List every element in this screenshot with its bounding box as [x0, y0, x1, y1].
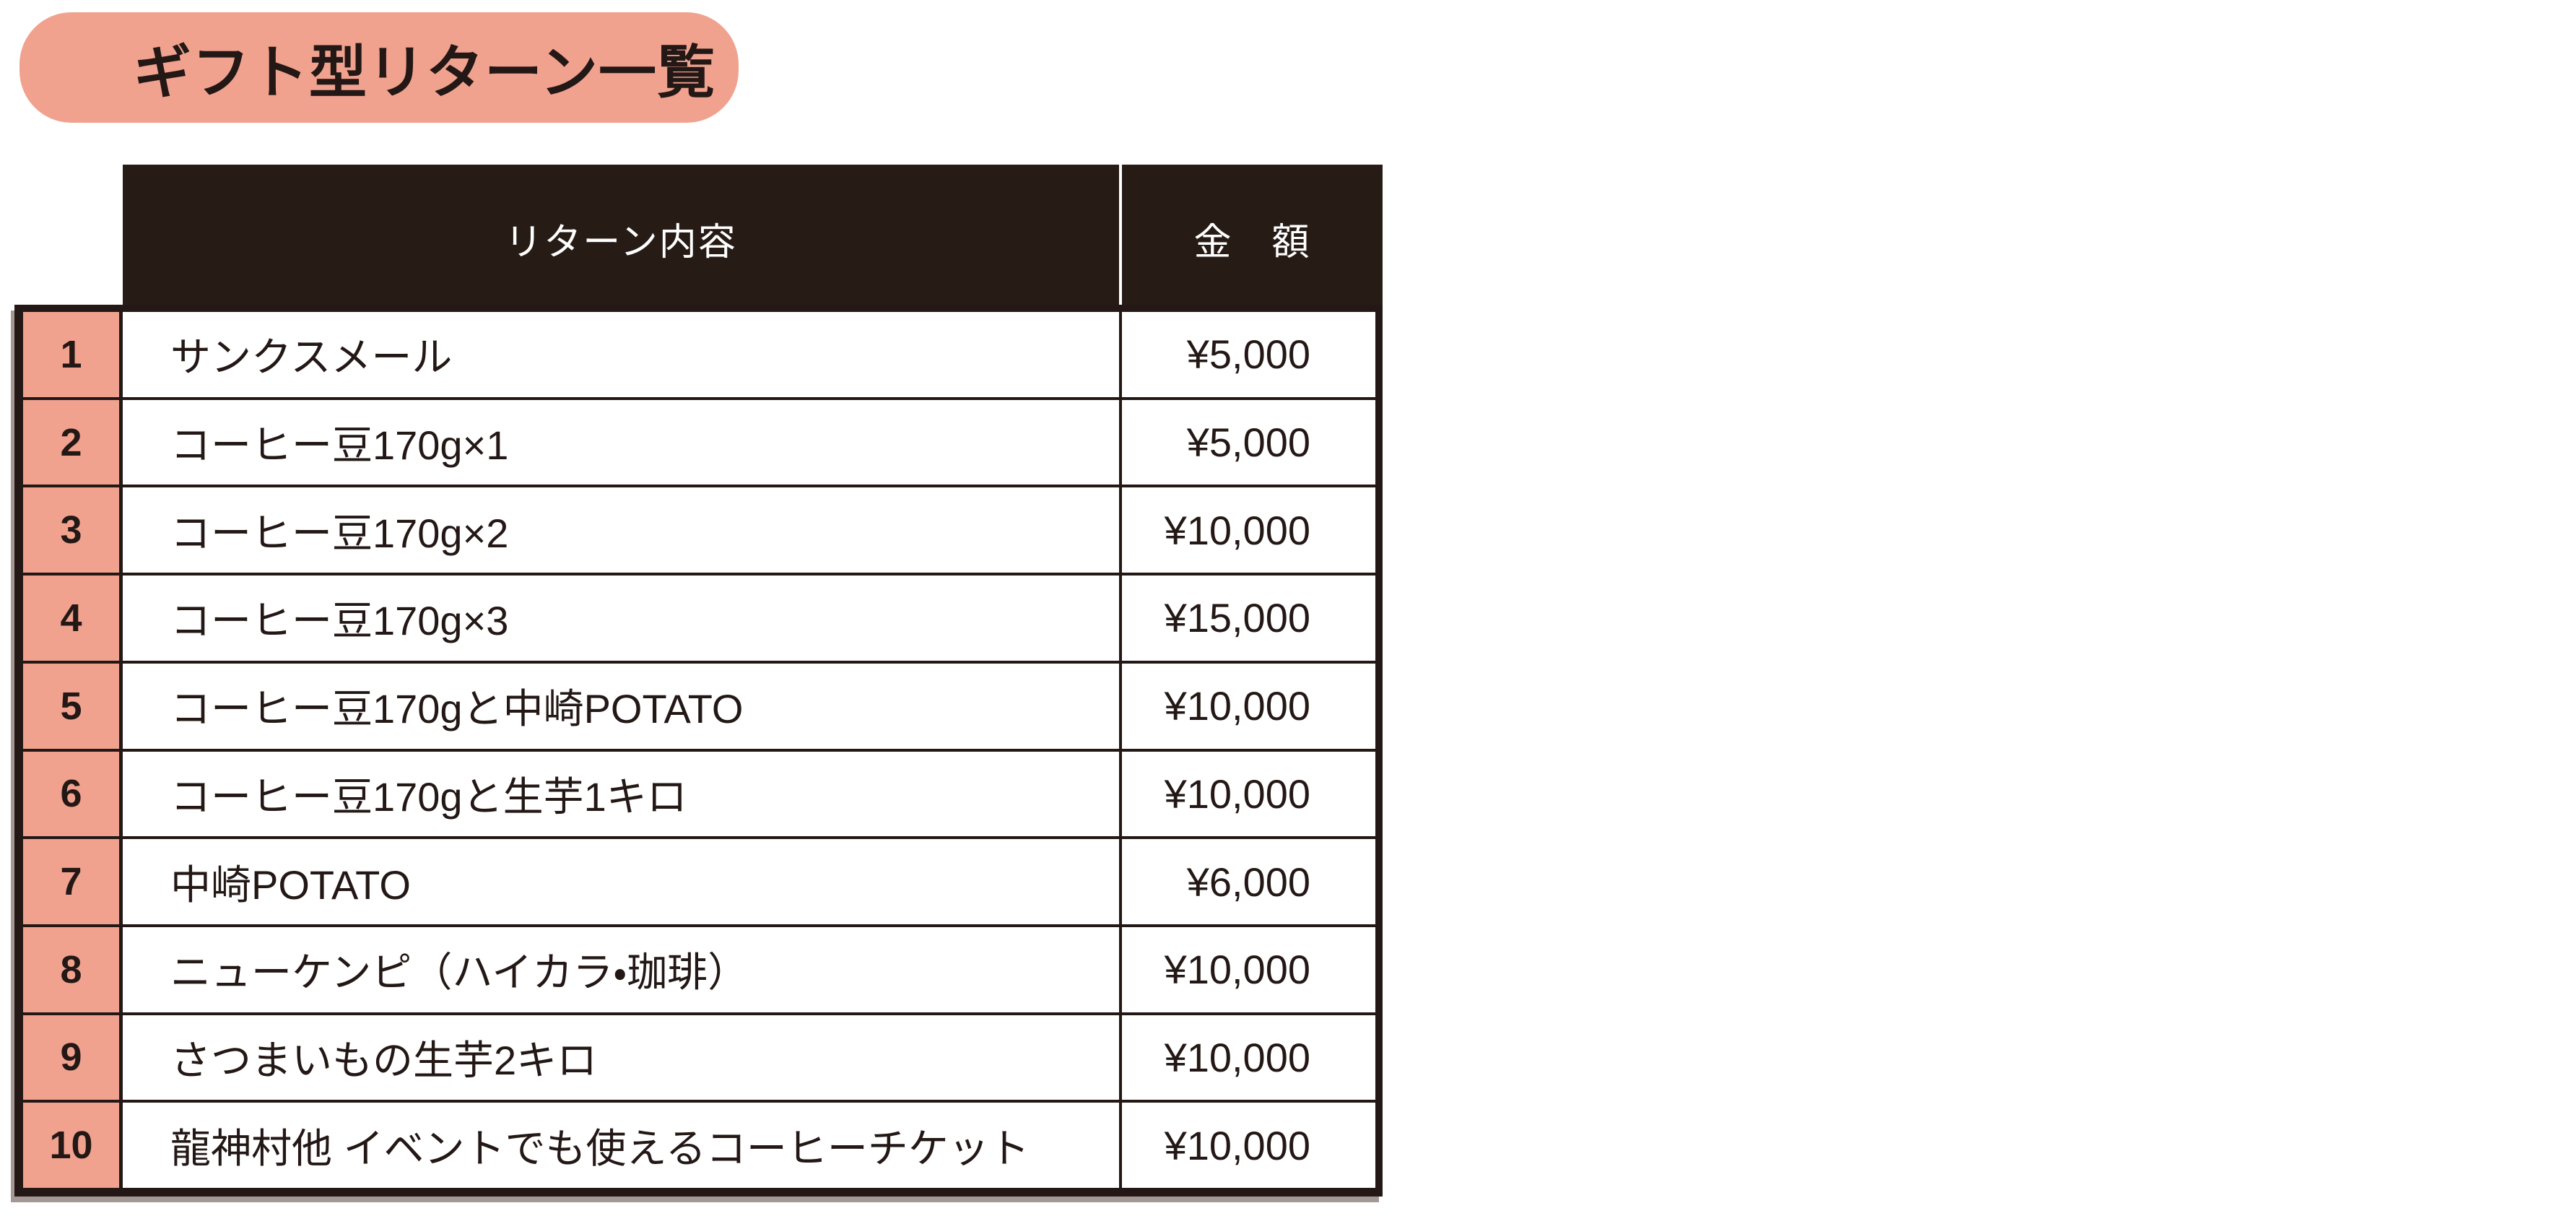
table-row: 6 コーヒー豆170gと生芋1キロ ¥10,000	[23, 751, 1375, 840]
column-header-amount: 金 額	[1119, 165, 1383, 312]
row-amount-cell: ¥10,000	[1119, 1015, 1375, 1100]
row-content-cell: ニューケンピ（ハイカラ・珈琲）	[170, 950, 749, 996]
row-content-cell: コーヒー豆170gと生芋1キロ	[170, 773, 687, 820]
row-content-cell: コーヒー豆170g×3	[170, 598, 509, 644]
row-content-cell: 中崎POTATO	[170, 861, 411, 908]
table-row: 7 中崎POTATO ¥6,000	[23, 839, 1375, 927]
row-amount-cell: ¥6,000	[1119, 839, 1375, 924]
table-row: 9 さつまいもの生芋2キロ ¥10,000	[23, 1015, 1375, 1103]
row-amount-cell: ¥10,000	[1119, 487, 1375, 573]
page-title-badge: ギフト型リターン一覧	[19, 12, 739, 123]
row-number-cell: 4	[23, 576, 123, 661]
row-content-cell: コーヒー豆170gと中崎POTATO	[170, 686, 744, 732]
row-number-cell: 6	[23, 751, 123, 837]
table-row: 3 コーヒー豆170g×2 ¥10,000	[23, 487, 1375, 576]
row-amount-cell: ¥10,000	[1119, 663, 1375, 749]
table-row: 2 コーヒー豆170g×1 ¥5,000	[23, 399, 1375, 488]
table-row: 4 コーヒー豆170g×3 ¥15,000	[23, 576, 1375, 664]
column-header-return-content: リターン内容	[505, 221, 737, 264]
row-content-cell: コーヒー豆170g×1	[170, 422, 509, 469]
row-content-cell: さつまいもの生芋2キロ	[170, 1037, 598, 1083]
row-content-cell: 龍神村他 イベントでも使えるコーヒーチケット	[170, 1125, 1030, 1171]
row-number-cell: 2	[23, 399, 123, 485]
row-amount-cell: ¥5,000	[1119, 312, 1375, 397]
table-header: リターン内容 金 額	[123, 165, 1383, 312]
page-title: ギフト型リターン一覧	[134, 40, 715, 105]
row-content-cell: コーヒー豆170g×2	[170, 510, 509, 556]
row-number-cell: 8	[23, 926, 123, 1012]
row-content-cell: サンクスメール	[170, 334, 453, 381]
row-number-cell: 7	[23, 839, 123, 924]
row-number-cell: 1	[23, 312, 123, 397]
table-row: 5 コーヒー豆170gと中崎POTATO ¥10,000	[23, 663, 1375, 752]
row-number-cell: 3	[23, 487, 123, 573]
row-amount-cell: ¥15,000	[1119, 576, 1375, 661]
row-amount-cell: ¥10,000	[1119, 1103, 1375, 1189]
row-amount-cell: ¥10,000	[1119, 926, 1375, 1012]
row-number-cell: 5	[23, 663, 123, 749]
row-number-cell: 10	[23, 1103, 123, 1189]
table-row: 1 サンクスメール ¥5,000	[23, 312, 1375, 400]
table-row: 8 ニューケンピ（ハイカラ・珈琲） ¥10,000	[23, 926, 1375, 1015]
row-number-cell: 9	[23, 1015, 123, 1100]
row-amount-cell: ¥5,000	[1119, 399, 1375, 485]
table-row: 10 龍神村他 イベントでも使えるコーヒーチケット ¥10,000	[23, 1103, 1375, 1189]
row-amount-cell: ¥10,000	[1119, 751, 1375, 837]
return-table-body: 1 サンクスメール ¥5,000 2 コーヒー豆170g×1 ¥5,000 3 …	[14, 305, 1383, 1197]
